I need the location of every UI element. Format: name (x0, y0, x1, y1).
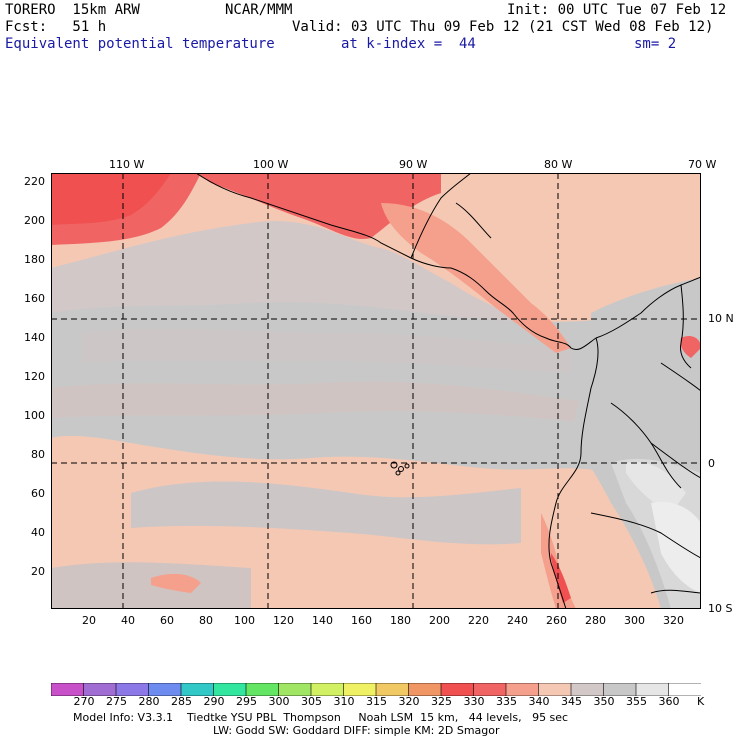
level-label: at k-index = 44 (341, 36, 476, 52)
x-grid-label: 300 (624, 614, 645, 627)
colorbar-label: 340 (528, 695, 550, 708)
coastline (195, 173, 701, 609)
field-fill-355 (81, 328, 571, 373)
lat-label-0: 0 (708, 457, 715, 470)
x-grid-label: 80 (199, 614, 213, 627)
field-fill-355 (131, 481, 521, 545)
x-grid-label: 320 (663, 614, 684, 627)
y-grid-label: 60 (31, 487, 45, 500)
field-fill-340 (151, 573, 201, 593)
colorbar-label: 315 (366, 695, 387, 708)
colorbar-label: 285 (171, 695, 192, 708)
x-grid-label: 120 (273, 614, 294, 627)
x-grid-label: 200 (429, 614, 450, 627)
colorbar-swatches (50, 682, 702, 697)
field-fill-330 (551, 553, 571, 603)
model-info-line: Model Info: V3.3.1 Tiedtke YSU PBL Thomp… (73, 711, 569, 724)
x-grid-label: 180 (390, 614, 411, 627)
y-grid-label: 200 (24, 214, 45, 227)
smoothing-label: sm= 2 (634, 36, 677, 52)
y-grid-label: 100 (24, 409, 45, 422)
x-grid-label: 40 (121, 614, 135, 627)
colorbar-label: 360 (658, 695, 680, 708)
field-fill-340 (381, 203, 571, 353)
lon-label-110w: 110 W (109, 158, 145, 171)
lon-label-100w: 100 W (253, 158, 289, 171)
y-grid-label: 160 (24, 292, 45, 305)
colorbar (50, 681, 702, 697)
map-canvas (51, 173, 701, 609)
colorbar-label: 280 (138, 695, 160, 708)
field-name: Equivalent potential temperature (5, 36, 275, 52)
physics-info-line: LW: Godd SW: Goddard DIFF: simple KM: 2D… (213, 724, 500, 737)
colorbar-label: 290 (203, 695, 225, 708)
field-fill-335 (196, 173, 441, 239)
colorbar-label: 295 (236, 695, 257, 708)
colorbar-label: 305 (301, 695, 322, 708)
organization-label: NCAR/MMM (225, 2, 293, 18)
y-grid-label: 80 (31, 448, 45, 461)
lon-label-70w: 70 W (688, 158, 717, 171)
y-grid-label: 120 (24, 370, 45, 383)
forecast-hour: Fcst: 51 h (5, 19, 107, 35)
colorbar-label: 300 (268, 695, 290, 708)
x-grid-label: 240 (507, 614, 528, 627)
y-grid-label: 40 (31, 526, 45, 539)
colorbar-label: 330 (463, 695, 485, 708)
y-grid-label: 180 (24, 253, 45, 266)
field-fill-350 (51, 562, 251, 609)
colorbar-label: 320 (398, 695, 420, 708)
field-fill-360 (626, 462, 686, 513)
lat-label-10n: 10 N (708, 312, 734, 325)
field-fill-330 (51, 173, 171, 225)
x-grid-label: 60 (160, 614, 174, 627)
x-grid-label: 20 (82, 614, 96, 627)
galapagos-islands (390, 461, 410, 476)
y-grid-label: 140 (24, 331, 45, 344)
y-grid-label: 20 (31, 565, 45, 578)
field-fill-350 (51, 381, 591, 423)
model-title: TORERO 15km ARW (5, 2, 140, 18)
colorbar-label: 325 (431, 695, 452, 708)
field-fill-335 (680, 336, 701, 358)
lat-lon-grid (51, 173, 701, 609)
lon-label-90w: 90 W (399, 158, 428, 171)
colorbar-unit: K (697, 695, 705, 708)
colorbar-label: 355 (626, 695, 647, 708)
colorbar-label: 310 (333, 695, 355, 708)
colorbar-label: 350 (593, 695, 615, 708)
lat-label-10s: 10 S (708, 602, 733, 615)
x-grid-label: 160 (351, 614, 372, 627)
lon-label-80w: 80 W (544, 158, 573, 171)
valid-time: Valid: 03 UTC Thu 09 Feb 12 (21 CST Wed … (292, 19, 714, 35)
colorbar-label: 275 (106, 695, 127, 708)
y-grid-label: 220 (24, 175, 45, 188)
colorbar-label: 345 (561, 695, 582, 708)
colorbar-label: 270 (73, 695, 95, 708)
x-grid-label: 100 (234, 614, 255, 627)
x-grid-label: 280 (585, 614, 606, 627)
theta-e-map (51, 173, 701, 609)
colorbar-label: 335 (496, 695, 517, 708)
x-grid-label: 220 (468, 614, 489, 627)
x-grid-label: 140 (312, 614, 333, 627)
init-time: Init: 00 UTC Tue 07 Feb 12 (507, 2, 727, 18)
x-grid-label: 260 (546, 614, 567, 627)
field-fill-360 (651, 501, 701, 593)
map-border (51, 173, 701, 609)
